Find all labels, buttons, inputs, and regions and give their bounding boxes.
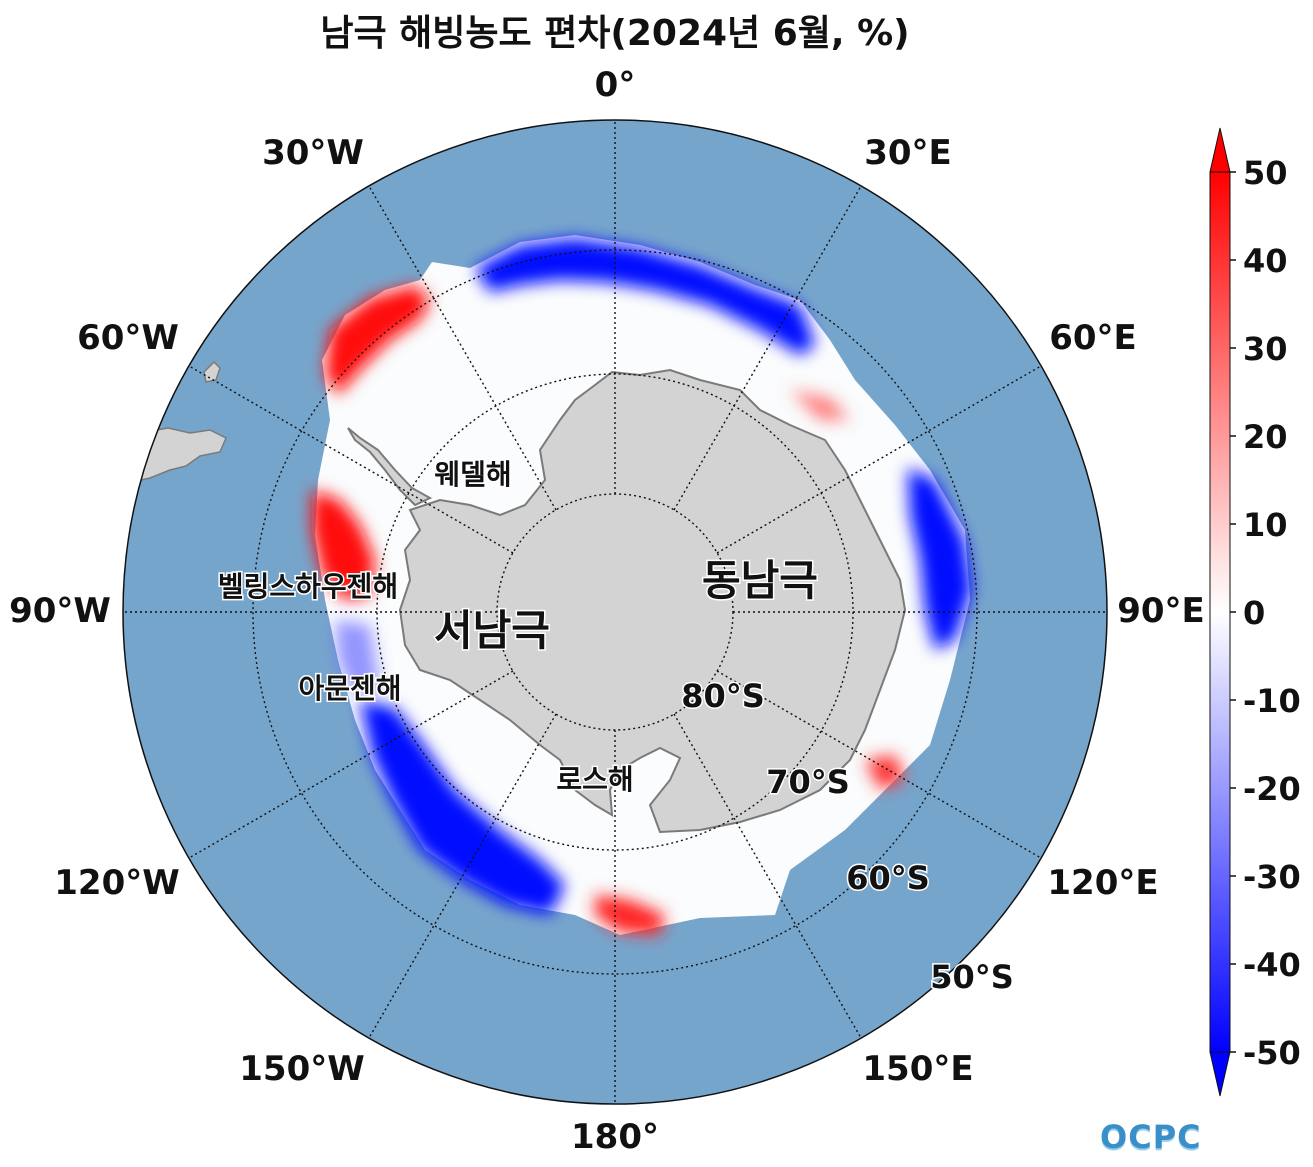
weddell-north-negative [475, 238, 815, 355]
drake-positive [325, 285, 430, 395]
map-border [122, 119, 1108, 1105]
cosmonaut-positive [790, 390, 850, 420]
lon-label-150w: 150°W [239, 1049, 364, 1089]
ocpc-logo: OCPC [1100, 1118, 1202, 1156]
graticule [123, 120, 1107, 1104]
colorbar-tick-label: -20 [1243, 770, 1301, 808]
colorbar-tick-label: -50 [1243, 1034, 1301, 1072]
colorbar-tick-label: 20 [1243, 418, 1288, 456]
lat-label-70s: 70°S [766, 763, 850, 801]
region-label-amundsen: 아문젠해 [298, 672, 401, 705]
latitude-labels: 80°S 70°S 60°S 50°S [680, 676, 1016, 998]
colorbar-extend-high [1209, 127, 1231, 173]
ross-north-positive [595, 895, 665, 935]
region-label-weddell: 웨델해 [434, 458, 511, 491]
lon-label-150e: 150°E [862, 1049, 973, 1089]
longitude-labels: 0° 30°E 60°E 90°E 120°E 150°E 180° 150°W… [9, 65, 1205, 1157]
lon-label-120e: 120°E [1047, 863, 1158, 903]
lon-label-120w: 120°W [54, 863, 179, 903]
antarctic-peninsula [347, 427, 433, 507]
colorbar-extend-low [1209, 1051, 1231, 1097]
lon-label-30e: 30°E [864, 133, 952, 173]
colorbar-ticks: 50 40 30 20 10 0 -10 -20 -30 -40 -50 [1230, 154, 1301, 1072]
indian-sector-negative [908, 468, 972, 650]
bellingshausen-positive [312, 490, 375, 600]
region-label-bellingshausen: 벨링스하우젠해 [218, 570, 398, 603]
lon-label-180: 180° [571, 1117, 659, 1157]
colorbar-tick-label: -40 [1243, 946, 1301, 984]
region-label-west-antarctica: 서남극 [434, 606, 550, 655]
colorbar-gradient [1209, 171, 1231, 1053]
lat-label-80s: 80°S [681, 677, 765, 715]
map-title: 남극 해빙농도 편차(2024년 6월, %) [320, 13, 910, 54]
lon-label-60w: 60°W [77, 318, 179, 358]
lat-label-60s: 60°S [846, 859, 930, 897]
colorbar-tick-label: 30 [1243, 330, 1288, 368]
colorbar-tick-label: 50 [1243, 154, 1288, 192]
colorbar-tick-label: 10 [1243, 506, 1288, 544]
colorbar-tick-label: 0 [1243, 594, 1265, 632]
map-disc [122, 119, 1108, 1105]
colorbar-tick-label: 40 [1243, 242, 1288, 280]
falkland-islands [203, 360, 221, 383]
lon-label-30w: 30°W [262, 133, 364, 173]
wilkes-positive [865, 755, 905, 790]
lat-label-50s: 50°S [930, 958, 1014, 996]
colorbar-tick-label: -10 [1243, 682, 1301, 720]
lon-label-90w: 90°W [9, 591, 111, 631]
region-label-ross: 로스해 [556, 763, 633, 796]
colorbar: 50 40 30 20 10 0 -10 -20 -30 -40 -50 [1209, 127, 1301, 1097]
pacific-sector-negative [360, 700, 565, 915]
lon-label-90e: 90°E [1117, 591, 1205, 631]
amundsen-negative [335, 620, 380, 690]
colorbar-tick-label: -30 [1243, 858, 1301, 896]
antarctic-continent [398, 368, 907, 834]
lon-label-0: 0° [595, 65, 636, 105]
region-label-east-antarctica: 동남극 [702, 556, 818, 605]
region-labels: 웨델해 벨링스하우젠해 아문젠해 로스해 서남극 동남극 [216, 457, 819, 798]
lon-label-60e: 60°E [1049, 318, 1137, 358]
